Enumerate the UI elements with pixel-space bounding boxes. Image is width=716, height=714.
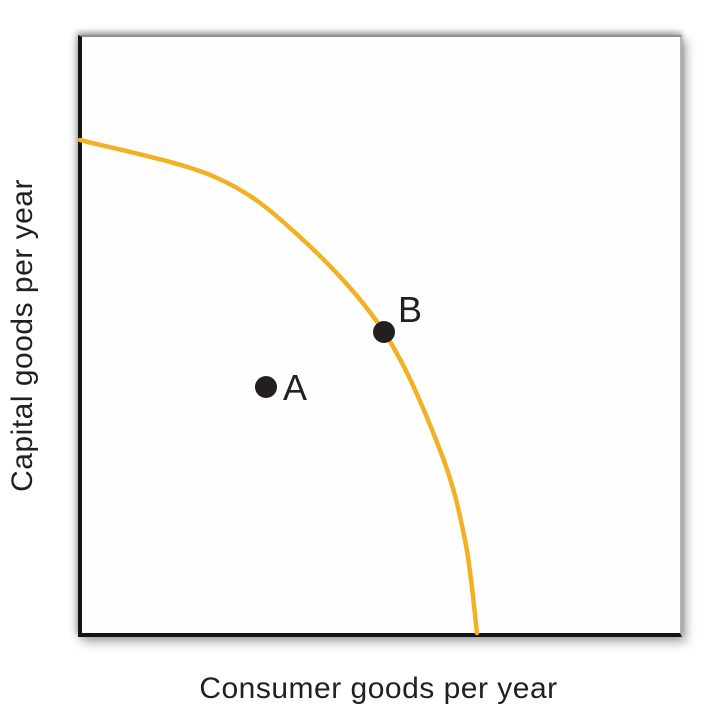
x-axis-label: Consumer goods per year <box>199 672 558 705</box>
point-label-a: A <box>282 367 308 408</box>
plot-area <box>78 35 682 637</box>
y-axis-label-text: Capital goods per year <box>6 178 39 492</box>
point-label-b: B <box>397 289 423 330</box>
y-axis-label: Capital goods per year <box>0 35 46 635</box>
